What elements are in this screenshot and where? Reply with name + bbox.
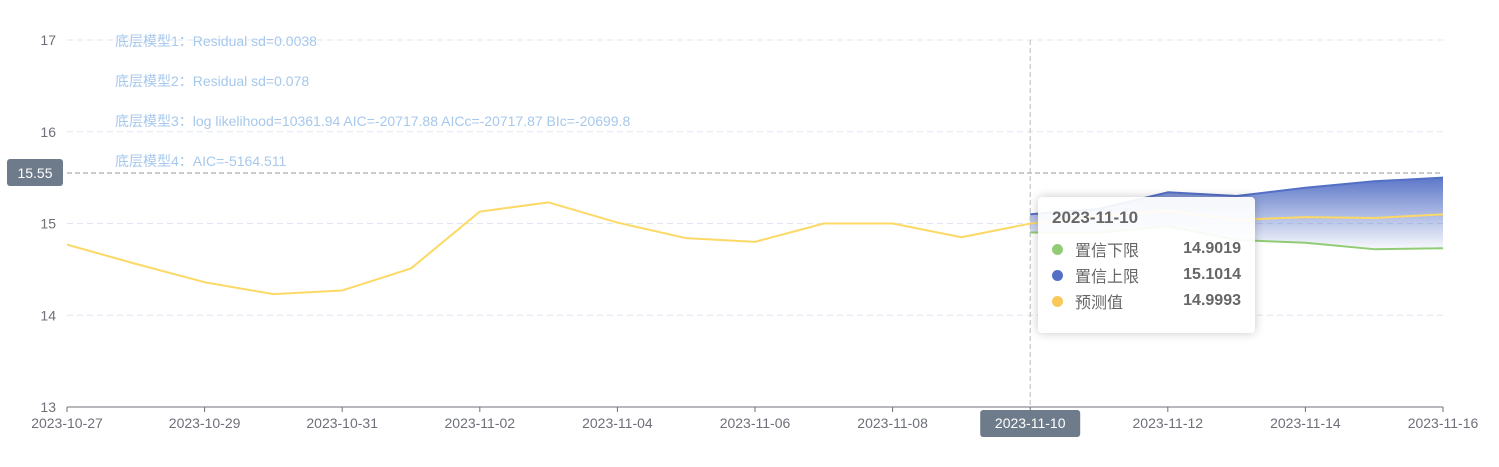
x-tick-label: 2023-11-02 (445, 415, 516, 431)
axis-pointer-x-badge (980, 410, 1081, 437)
tooltip-row-upper: 置信上限 15.1014 (1052, 262, 1241, 288)
tooltip: 2023-11-10 置信下限 14.9019 置信上限 15.1014 预测值… (1038, 197, 1255, 333)
x-tick-label: 2023-11-04 (582, 415, 653, 431)
x-tick-label: 2023-11-12 (1133, 415, 1204, 431)
tooltip-row-forecast: 预测值 14.9993 (1052, 288, 1241, 314)
y-tick-label: 13 (40, 399, 56, 415)
tooltip-series-name: 预测值 (1075, 295, 1124, 312)
model-annotation: 底层模型2：Residual sd=0.078 (115, 73, 309, 89)
x-tick-label: 2023-11-14 (1270, 415, 1341, 431)
axis-pointer-y-label: 15.55 (17, 165, 52, 181)
y-tick-label: 16 (40, 124, 56, 140)
y-tick-label: 17 (40, 32, 56, 48)
x-tick-label: 2023-10-27 (31, 415, 103, 431)
y-tick-label: 14 (40, 307, 56, 323)
y-tick-label: 15 (40, 216, 56, 232)
x-tick-label: 2023-11-08 (857, 415, 928, 431)
lower-bound-dot-icon (1052, 243, 1063, 255)
model-annotations: 底层模型1：Residual sd=0.0038 底层模型2：Residual s… (115, 33, 630, 169)
tooltip-series-name: 置信下限 (1075, 243, 1140, 260)
axis-pointer: 15.55 2023-11-10 (7, 40, 1443, 437)
tooltip-series-value: 14.9993 (1183, 292, 1241, 309)
x-tick-label: 2023-11-06 (720, 415, 791, 431)
axis-pointer-y-badge (7, 159, 63, 187)
upper-bound-dot-icon (1052, 269, 1063, 281)
axis-pointer-x-label: 2023-11-10 (995, 415, 1066, 431)
model-annotation: 底层模型1：Residual sd=0.0038 (115, 33, 317, 49)
x-tick-label: 2023-10-29 (169, 415, 241, 431)
x-tick-label: 2023-10-31 (306, 415, 378, 431)
tooltip-series-value: 15.1014 (1183, 266, 1241, 283)
axes: 13 14 15 16 17 2023-10-27 2023-10-29 2023-10-31… (31, 32, 1478, 431)
model-annotation: 底层模型3：log likelihood=10361.94 AIC=-20717… (115, 113, 630, 129)
tooltip-series-name: 置信上限 (1075, 269, 1140, 286)
tooltip-series-value: 14.9019 (1183, 240, 1241, 257)
tooltip-row-lower: 置信下限 14.9019 (1052, 236, 1241, 262)
x-tick-label: 2023-11-16 (1408, 415, 1479, 431)
forecast-dot-icon (1052, 295, 1063, 307)
tooltip-title: 2023-11-10 (1052, 208, 1139, 227)
model-annotation: 底层模型4：AIC=-5164.511 (115, 153, 287, 169)
